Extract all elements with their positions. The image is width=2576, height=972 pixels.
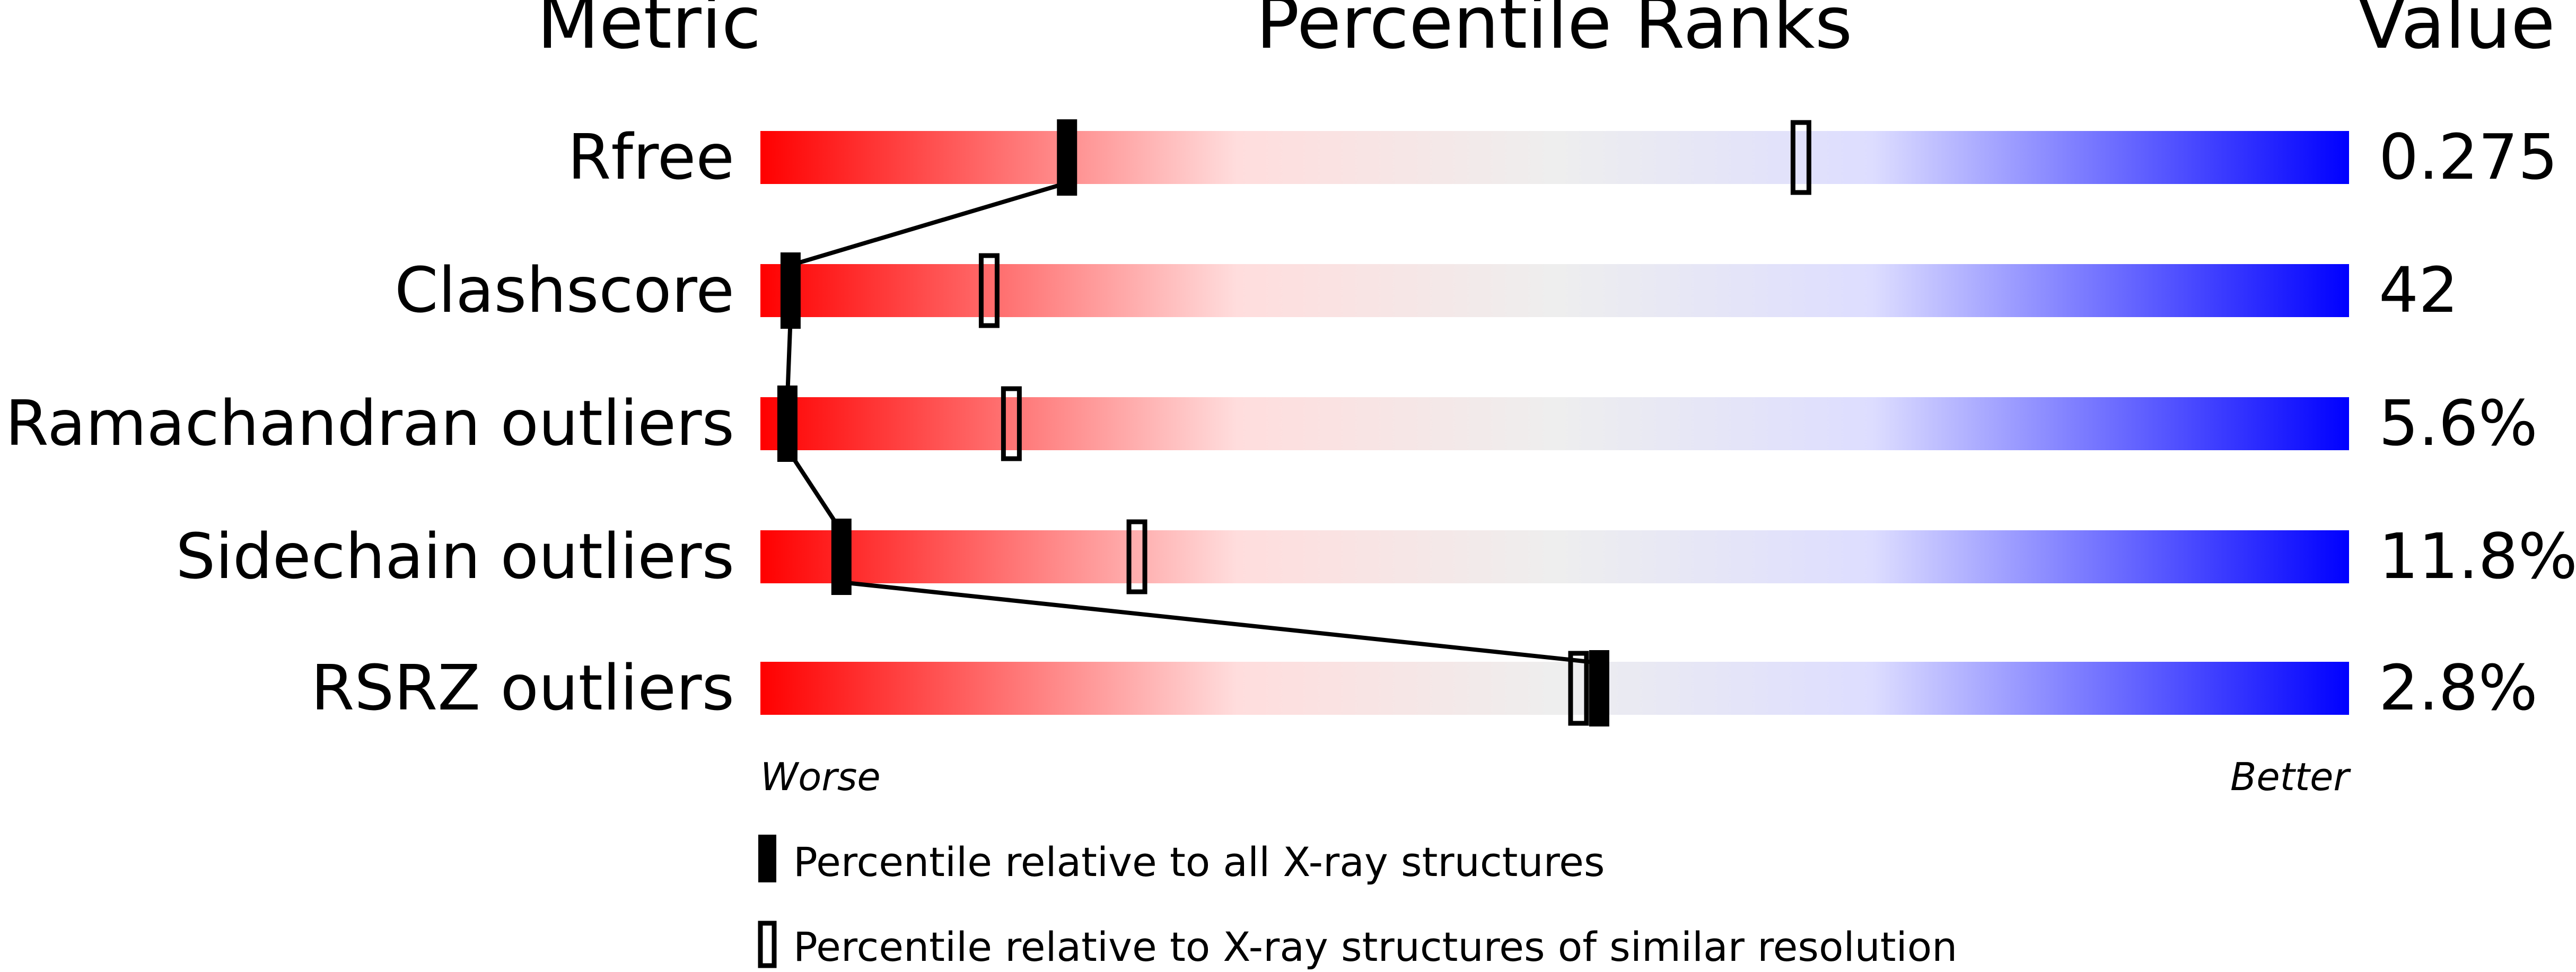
connector-line: [790, 181, 1068, 267]
all-structures-marker: [831, 519, 852, 595]
percentile-bar: [760, 397, 2349, 450]
metric-label: Clashscore: [395, 253, 734, 327]
all-structures-marker: [780, 252, 801, 329]
percentile-bar: [760, 530, 2349, 583]
connector-line: [785, 316, 793, 399]
metric-value: 5.6%: [2379, 387, 2538, 460]
legend-similar-label: Percentile relative to X-ray structures …: [793, 923, 1957, 970]
header-value: Value: [2357, 0, 2555, 65]
percentile-bar: [760, 662, 2349, 715]
similar-resolution-marker: [1126, 519, 1147, 594]
legend-open-marker: [758, 921, 777, 968]
similar-resolution-marker: [1001, 386, 1022, 461]
similar-resolution-marker: [978, 253, 1000, 328]
metric-value: 2.8%: [2379, 651, 2538, 724]
better-label: Better: [2230, 755, 2351, 799]
header-metric: Metric: [537, 0, 761, 65]
legend-all-label: Percentile relative to all X-ray structu…: [793, 838, 1605, 886]
percentile-bar: [760, 131, 2349, 184]
header-percentile-ranks: Percentile Ranks: [1256, 0, 1853, 65]
metric-label: Ramachandran outliers: [5, 387, 734, 460]
metric-label: Sidechain outliers: [176, 520, 734, 593]
all-structures-marker: [777, 386, 798, 462]
connector-line: [841, 580, 1600, 665]
all-structures-marker: [1057, 119, 1077, 196]
legend-filled-marker: [758, 835, 776, 882]
metric-label: RSRZ outliers: [311, 651, 734, 724]
percentile-bar: [760, 264, 2349, 317]
metric-value: 11.8%: [2379, 520, 2576, 593]
similar-resolution-marker: [1568, 651, 1589, 726]
connector-line: [785, 448, 844, 533]
metric-value: 42: [2379, 253, 2458, 327]
worse-label: Worse: [760, 755, 881, 799]
similar-resolution-marker: [1790, 120, 1811, 195]
all-structures-marker: [1589, 650, 1609, 726]
metric-label: Rfree: [567, 120, 734, 194]
metric-value: 0.275: [2379, 120, 2558, 194]
